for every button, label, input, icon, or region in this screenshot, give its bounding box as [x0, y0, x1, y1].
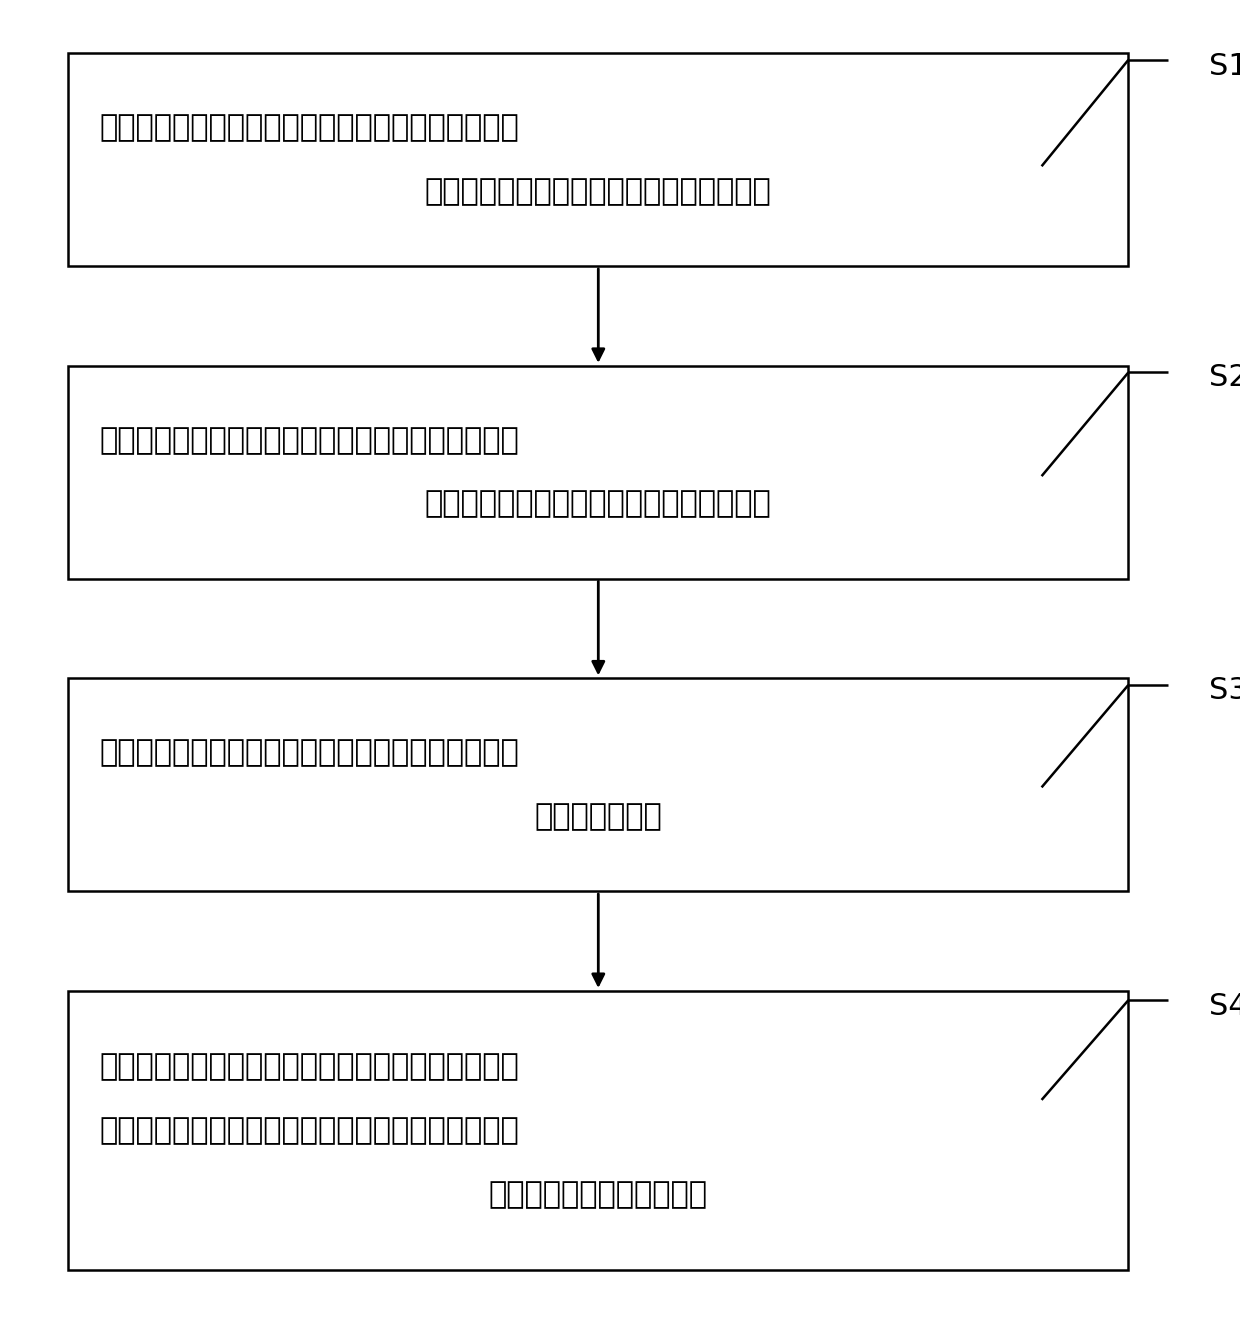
- Text: 校准卫星双向时间频率传递系统的发射通道，测量卫: 校准卫星双向时间频率传递系统的发射通道，测量卫: [99, 426, 520, 455]
- Text: S3: S3: [1209, 676, 1240, 705]
- Bar: [68, 678, 1128, 891]
- Bar: [68, 991, 1128, 1270]
- Text: S4: S4: [1209, 992, 1240, 1021]
- Text: S1: S1: [1209, 52, 1240, 81]
- Text: 星双向时间频率传递系统的发射通道的时延: 星双向时间频率传递系统的发射通道的时延: [425, 489, 771, 519]
- Text: 通道时延的差修正卫星双向时间频率传递系统的接收: 通道时延的差修正卫星双向时间频率传递系统的接收: [99, 1116, 520, 1145]
- Text: 射通道时延的差: 射通道时延的差: [534, 802, 662, 831]
- Text: 星双向时间频率传递系统的接收通道的时延: 星双向时间频率传递系统的接收通道的时延: [425, 177, 771, 206]
- Bar: [68, 53, 1128, 266]
- Text: 校准卫星双向时间频率传递系统的接收通道，测量卫: 校准卫星双向时间频率传递系统的接收通道，测量卫: [99, 113, 520, 142]
- Text: S2: S2: [1209, 363, 1240, 392]
- Bar: [68, 366, 1128, 579]
- Text: 计算卫星双向时间频率传递系统的接收通道时延和发: 计算卫星双向时间频率传递系统的接收通道时延和发: [99, 738, 520, 767]
- Text: 通道和发射通道的同步误差: 通道和发射通道的同步误差: [489, 1180, 708, 1209]
- Text: 根据卫星双向时间频率传递系统接收通道时延和发射: 根据卫星双向时间频率传递系统接收通道时延和发射: [99, 1052, 520, 1081]
